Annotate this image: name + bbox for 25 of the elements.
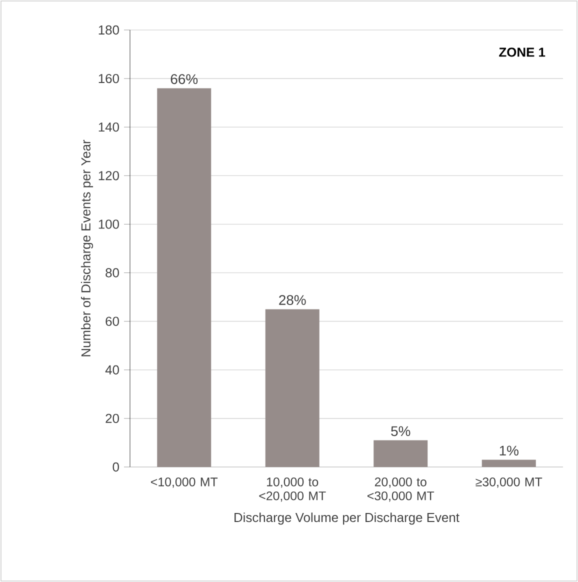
bar <box>265 309 320 467</box>
x-tick-label: ≥30,000 MT <box>476 478 542 488</box>
y-tick-label: 60 <box>106 316 119 326</box>
x-axis-title: Discharge Volume per Discharge Event <box>234 512 460 525</box>
annotation: ZONE 1 <box>499 48 546 57</box>
x-tick-label: <10,000 MT <box>150 478 218 488</box>
x-tick-label: 20,000 to <30,000 MT <box>367 478 434 502</box>
y-tick-label: 80 <box>106 268 119 278</box>
y-tick-label: 180 <box>98 25 119 35</box>
x-tick-label: 10,000 to <20,000 MT <box>259 478 326 502</box>
y-tick-label: 100 <box>98 220 119 229</box>
y-tick-label: 0 <box>112 462 119 472</box>
y-axis-title: Number of Discharge Events per Year <box>80 140 94 356</box>
y-tick-label: 140 <box>98 122 119 132</box>
y-tick-label: 120 <box>98 171 119 180</box>
annotation: 28% <box>279 295 306 305</box>
annotation: 1% <box>500 446 518 456</box>
y-tick-label: 20 <box>106 414 119 424</box>
bar <box>482 460 536 467</box>
y-tick-label: 40 <box>105 365 119 374</box>
y-tick-label: 160 <box>98 74 119 84</box>
annotation: 66% <box>170 74 198 84</box>
bar <box>374 440 428 467</box>
annotation: 5% <box>391 426 410 436</box>
bar <box>157 88 212 467</box>
